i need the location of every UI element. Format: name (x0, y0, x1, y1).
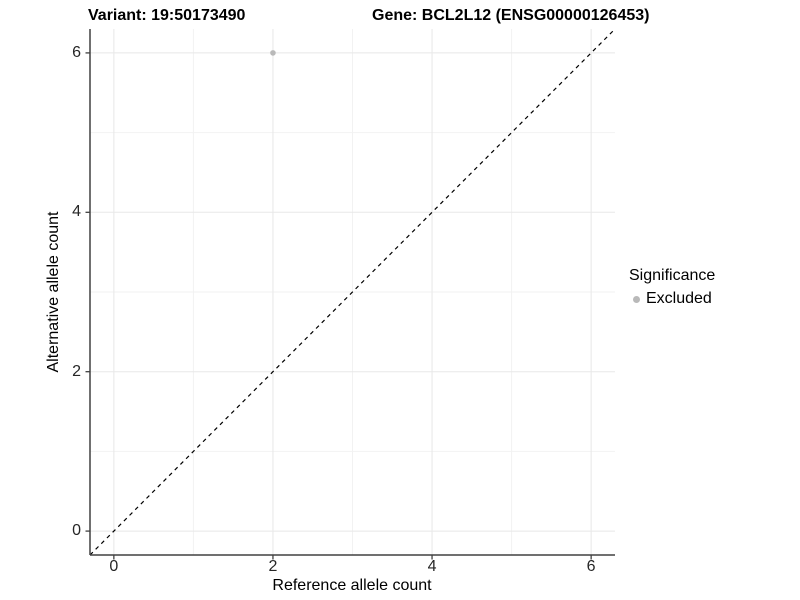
y-tick-label: 6 (72, 43, 81, 61)
x-tick-label: 2 (268, 558, 278, 575)
legend-point-icon (633, 295, 640, 303)
variant-title: Variant: 19:50173490 (88, 7, 246, 24)
y-tick-label: 2 (72, 362, 81, 380)
x-tick-label: 0 (109, 558, 119, 575)
x-axis-title: Reference allele count (272, 577, 432, 594)
y-tick-label: 4 (72, 203, 81, 221)
gene-title: Gene: BCL2L12 (ENSG00000126453) (372, 7, 650, 24)
x-tick-label: 6 (586, 558, 596, 575)
legend: Significance Excluded (629, 267, 715, 308)
identity-line (89, 28, 616, 556)
legend-entry-label: Excluded (646, 290, 712, 307)
data-point (270, 50, 276, 56)
y-tick-label: 0 (72, 522, 81, 540)
legend-entry-excluded: Excluded (629, 290, 715, 308)
x-tick-label: 4 (427, 558, 437, 575)
legend-title: Significance (629, 267, 716, 284)
y-axis-title: Alternative allele count (45, 211, 62, 373)
